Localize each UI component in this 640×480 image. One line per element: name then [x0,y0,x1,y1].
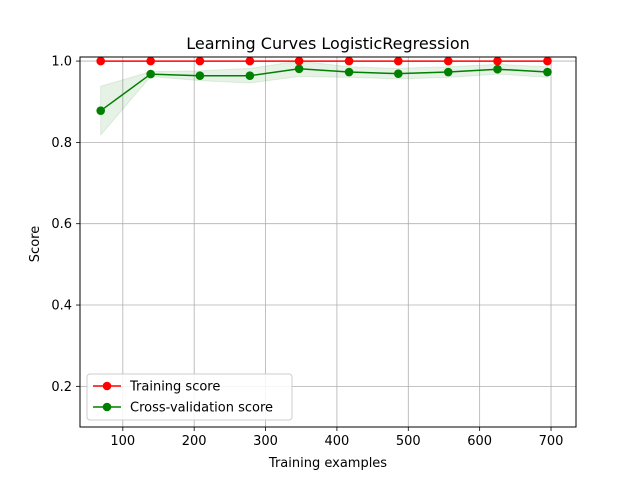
axes-frame [79,56,577,428]
x-tick-label: 400 [325,434,350,449]
data-point-training [195,56,205,66]
series-line-cross-validation [100,68,548,112]
legend-box [86,373,293,421]
data-point-training [443,56,453,66]
y-tick-label: 0.4 [51,299,72,314]
data-point-training [344,56,354,66]
legend-marker-training [102,381,112,391]
y-tick-label: 0.8 [51,136,72,151]
chart-title: Learning Curves LogisticRegression [186,34,470,53]
variance-band-cross-validation [100,60,548,137]
data-point-training [393,56,403,66]
y-tick-label: 0.6 [51,217,72,232]
y-axis-label: Score [28,226,43,262]
data-point-cross-validation [96,106,105,115]
data-point-training [146,56,155,66]
data-point-cross-validation [443,67,453,77]
data-point-training [294,56,304,66]
x-tick-label: 200 [182,434,207,449]
data-point-training [493,56,502,66]
x-tick-label: 300 [253,434,278,449]
data-point-training [96,56,105,66]
data-point-cross-validation [146,69,155,79]
legend-marker-cross-validation [102,402,112,412]
x-tick-label: 600 [467,434,492,449]
x-tick-label: 500 [396,434,421,449]
axes-background [80,57,576,427]
data-series [96,56,552,115]
data-point-cross-validation [294,64,304,74]
data-point-training [245,56,255,66]
legend: Training score Cross-validation score [86,373,293,421]
x-tick-label: 100 [110,434,135,449]
axis-ticks: 100 200 300 400 500 600 700 0.2 0.4 0.6 0.8 1.0 [51,55,563,449]
legend-label-training: Training score [129,380,220,395]
data-point-cross-validation [344,67,354,77]
data-point-cross-validation [393,69,403,78]
data-point-training [543,56,552,66]
data-point-cross-validation [543,67,552,77]
x-tick-label: 700 [539,434,564,449]
data-point-cross-validation [195,71,205,81]
y-tick-label: 1.0 [51,55,72,70]
legend-label-cross-validation: Cross-validation score [130,401,273,416]
x-axis-label: Training examples [268,456,387,471]
data-point-cross-validation [493,64,502,74]
y-tick-label: 0.2 [51,380,72,395]
plot-area: 100 200 300 400 500 600 700 0.2 0.4 0.6 0.8 1.0 [51,55,577,449]
data-point-cross-validation [245,71,255,81]
